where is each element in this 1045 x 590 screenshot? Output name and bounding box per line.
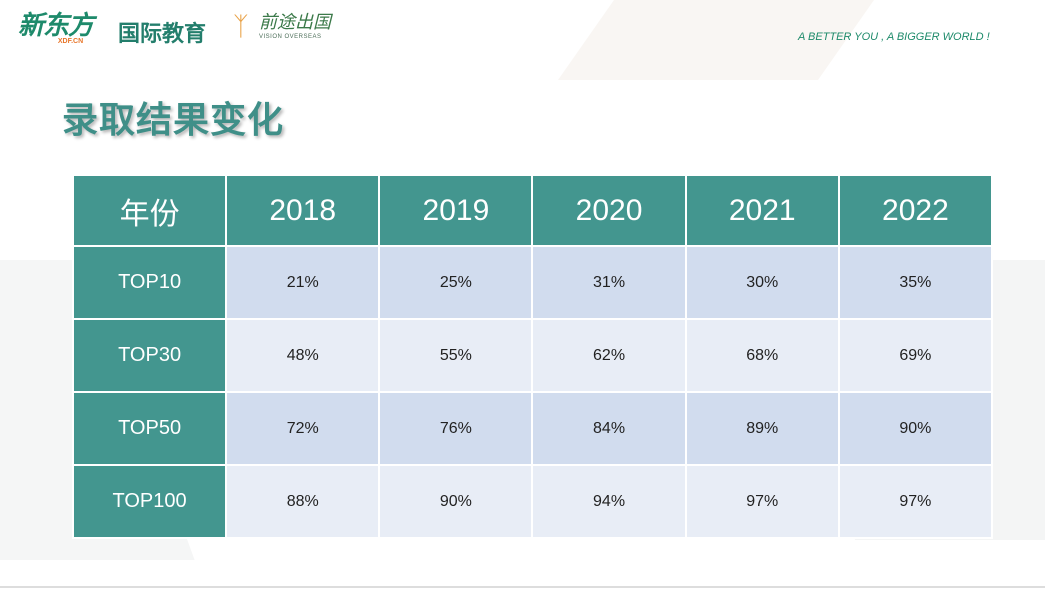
row-header: TOP30 (71, 318, 228, 393)
person-icon: ᛉ (233, 11, 249, 41)
table-header-row: 年份 2018 2019 2020 2021 2022 (71, 174, 994, 247)
table-cell: 48% (225, 318, 381, 393)
tagline: A BETTER YOU , A BIGGER WORLD ! (798, 31, 990, 43)
table-cell: 25% (378, 245, 534, 320)
row-header: TOP100 (71, 464, 228, 539)
column-header: 年份 (71, 174, 228, 247)
table-cell: 76% (378, 391, 534, 466)
intl-education-logo: 国际教育 (118, 21, 207, 46)
table-cell: 31% (531, 245, 687, 320)
table-cell: 30% (684, 245, 840, 320)
table-cell: 94% (531, 464, 687, 539)
row-header: TOP10 (71, 245, 228, 320)
vision-logo-en: VISION OVERSEAS (259, 34, 322, 40)
table-cell: 72% (225, 391, 381, 466)
xdf-logo-text: 新东方 (18, 10, 94, 40)
table-cell: 90% (378, 464, 534, 539)
table-cell: 89% (684, 391, 840, 466)
column-header: 2022 (837, 174, 994, 247)
table-cell: 55% (378, 318, 534, 393)
page-title: 录取结果变化 (62, 99, 285, 140)
row-header: TOP50 (71, 391, 228, 466)
xdf-logo: 新东方 XDF.CN (18, 10, 94, 46)
table-cell: 69% (837, 318, 994, 393)
table-row: TOP30 48% 55% 62% 68% 69% (71, 318, 994, 393)
table-cell: 97% (684, 464, 840, 539)
vision-logo-cn: 前途出国 (259, 12, 331, 33)
table-cell: 90% (837, 391, 994, 466)
column-header: 2018 (225, 174, 381, 247)
admission-table: 年份 2018 2019 2020 2021 2022 TOP10 21% 25% 31% 30%… (71, 174, 994, 539)
table-row: TOP50 72% 76% 84% 89% 90% (71, 391, 994, 466)
table-cell: 88% (225, 464, 381, 539)
xdf-logo-domain: XDF.CN (57, 38, 84, 45)
table-cell: 62% (531, 318, 687, 393)
table-cell: 97% (837, 464, 994, 539)
column-header: 2021 (684, 174, 840, 247)
column-header: 2019 (378, 174, 534, 247)
column-header: 2020 (531, 174, 687, 247)
table-cell: 35% (837, 245, 994, 320)
footer-divider (0, 586, 1045, 588)
table-cell: 68% (684, 318, 840, 393)
vision-overseas-logo: ᛉ 前途出国 VISION OVERSEAS (233, 12, 331, 40)
table-cell: 84% (531, 391, 687, 466)
table-cell: 21% (225, 245, 381, 320)
table-row: TOP100 88% 90% 94% 97% 97% (71, 464, 994, 539)
table-row: TOP10 21% 25% 31% 30% 35% (71, 245, 994, 320)
